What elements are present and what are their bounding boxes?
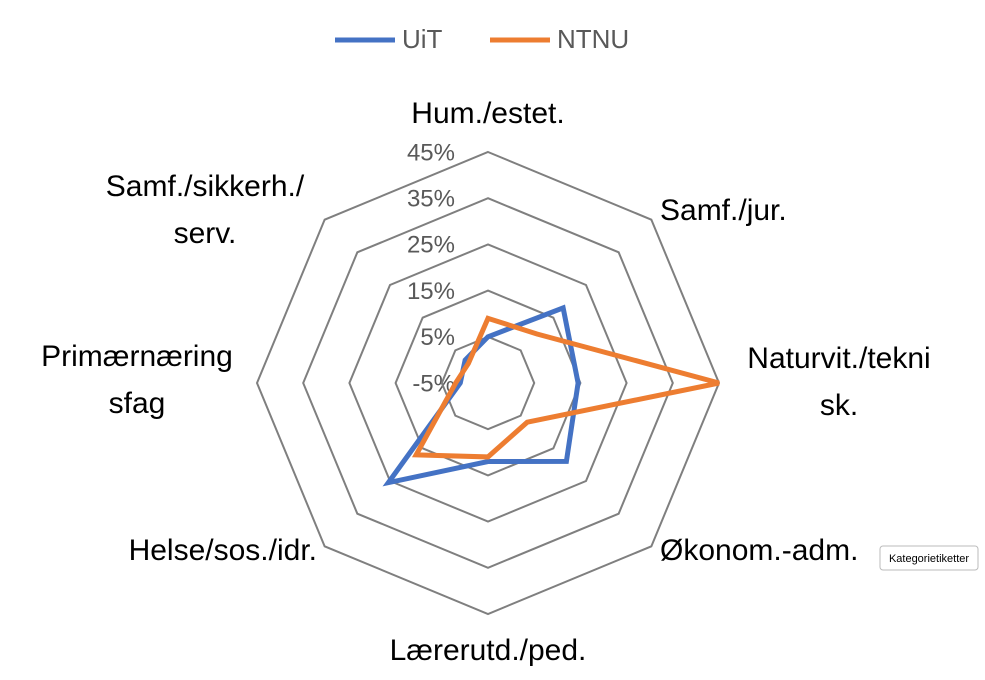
category-label: Naturvit./tekni sk. xyxy=(747,342,930,422)
y-tick-label: 15% xyxy=(407,278,455,305)
tooltip-box xyxy=(879,545,979,571)
y-tick-label: 45% xyxy=(407,139,455,166)
grid-ring xyxy=(255,150,721,616)
y-tick-label: 5% xyxy=(420,324,455,351)
series-line xyxy=(411,315,720,460)
category-label: Primærnæring sfag xyxy=(41,340,233,420)
series xyxy=(382,304,720,487)
category-label: Samf./jur. xyxy=(660,194,787,227)
grid-ring xyxy=(440,335,536,431)
category-label: Lærerutd./ped. xyxy=(390,634,587,667)
category-label: Hum./estet. xyxy=(411,97,564,130)
grid-ring xyxy=(302,197,674,569)
rings: -5%5%15%25%35%45% xyxy=(255,139,721,616)
y-tick-label: 25% xyxy=(407,232,455,259)
category-label: Økonom.-adm. xyxy=(660,534,858,567)
tooltip-text: Kategorietiketter xyxy=(889,553,969,565)
category-label: Helse/sos./idr. xyxy=(129,534,317,567)
legend-label: UiT xyxy=(402,24,443,54)
legend-label: NTNU xyxy=(557,24,629,54)
category-label: Samf./sikkerh./serv. xyxy=(106,170,305,250)
legend: UiT NTNU xyxy=(335,24,629,54)
y-tick-label: 35% xyxy=(407,186,455,213)
labels: Hum./estet. Samf./jur. Naturvit./tekni sk. Ø… xyxy=(41,97,931,667)
tooltip: Kategorietiketter xyxy=(879,545,979,571)
grid-ring xyxy=(348,243,628,523)
